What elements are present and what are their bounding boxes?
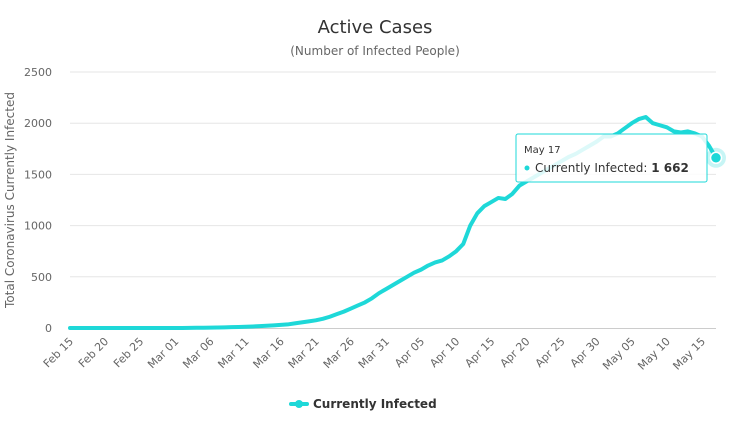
y-tick-label: 2000: [24, 117, 52, 130]
grid-lines: [70, 71, 716, 278]
tooltip-box: [515, 133, 708, 183]
legend-label[interactable]: Currently Infected: [313, 397, 437, 411]
x-tick-label: Feb 20: [76, 335, 111, 370]
x-tick-label: Apr 05: [392, 335, 427, 370]
legend-marker-icon: [295, 400, 303, 408]
tooltip-body: Currently Infected: 1 662: [535, 161, 689, 175]
hover-point[interactable]: [709, 151, 723, 165]
x-tick-label: Mar 31: [356, 335, 392, 371]
y-tick-label: 1000: [24, 220, 52, 233]
chart-title: Active Cases: [318, 17, 433, 38]
y-tick-label: 0: [45, 322, 52, 335]
x-tick-label: Feb 15: [41, 335, 76, 370]
hover-point-marker[interactable]: [706, 147, 726, 168]
x-tick-label: Feb 25: [111, 335, 146, 370]
y-axis-ticks: 0 500 1000 1500 2000 2500: [24, 66, 52, 335]
x-tick-label: Apr 30: [568, 335, 603, 370]
chart-subtitle: (Number of Infected People): [290, 44, 460, 58]
x-tick-label: Apr 10: [427, 335, 462, 370]
x-tick-label: Apr 25: [533, 335, 568, 370]
x-tick-label: Mar 01: [145, 335, 181, 371]
y-tick-label: 1500: [24, 168, 52, 181]
tooltip: May 17 Currently Infected: 1 662: [515, 133, 708, 183]
legend[interactable]: Currently Infected: [289, 397, 437, 411]
tooltip-bullet-icon: [524, 165, 530, 171]
x-tick-label: May 05: [600, 335, 638, 373]
x-tick-label: Mar 06: [180, 335, 216, 371]
x-tick-label: Mar 26: [321, 335, 357, 371]
tooltip-date: May 17: [524, 145, 561, 156]
y-tick-label: 500: [31, 271, 52, 284]
x-tick-label: Apr 20: [498, 335, 533, 370]
x-tick-label: Mar 16: [251, 335, 287, 371]
x-tick-label: Mar 11: [215, 335, 251, 371]
tooltip-label: Currently Infected:: [535, 161, 651, 175]
x-tick-label: Mar 21: [286, 335, 322, 371]
y-tick-label: 2500: [24, 66, 52, 79]
x-tick-label: May 15: [670, 335, 708, 373]
x-tick-label: May 10: [635, 335, 673, 373]
x-tick-label: Apr 15: [462, 335, 497, 370]
y-axis-label: Total Coronavirus Currently Infected: [3, 92, 17, 309]
tooltip-value: 1 662: [651, 161, 689, 175]
